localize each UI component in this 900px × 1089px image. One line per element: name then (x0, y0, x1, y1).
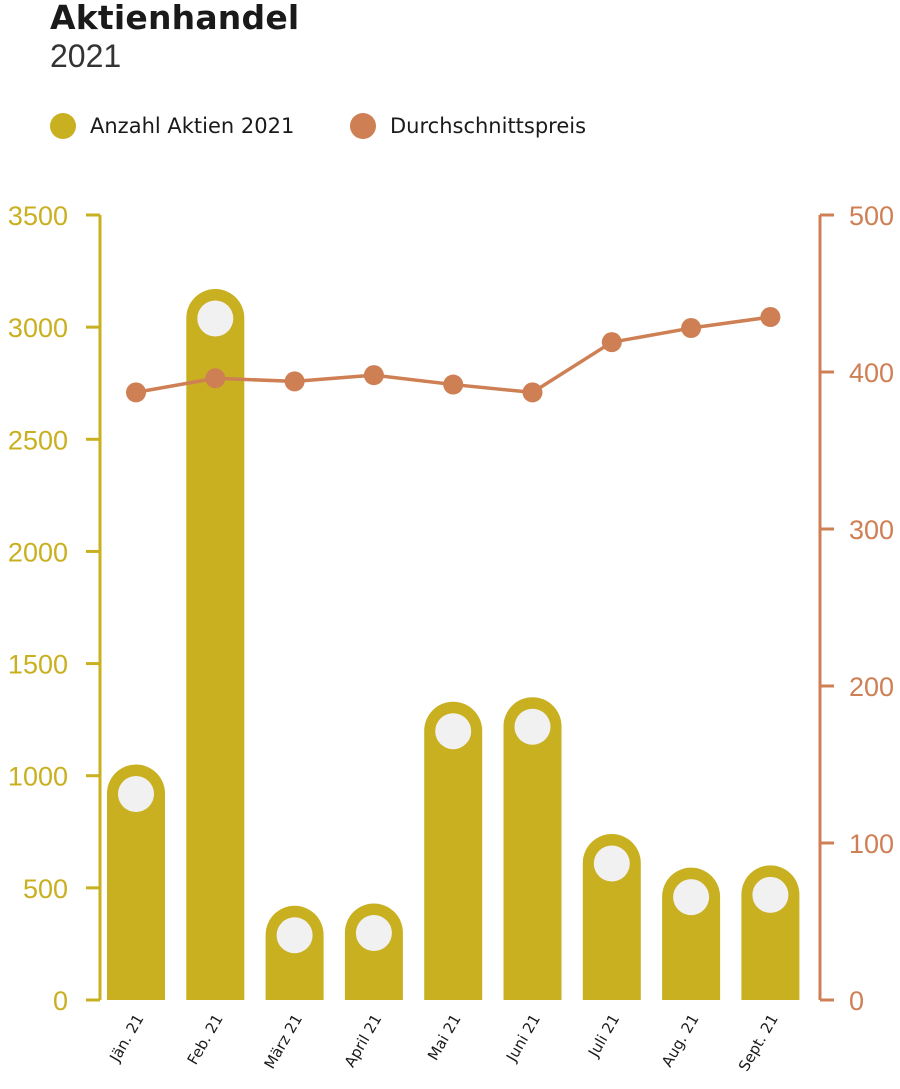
x-axis-tick-label: Sept. 21 (735, 1011, 782, 1074)
bar-marker (435, 713, 472, 750)
x-axis-tick-label: März 21 (260, 1011, 306, 1072)
price-point (443, 374, 464, 395)
bar-marker (593, 845, 630, 882)
y-axis-left-tick-label: 0 (53, 986, 68, 1016)
y-axis-left-tick-label: 3500 (8, 201, 68, 231)
x-axis-tick-label: Juni 21 (502, 1011, 544, 1065)
bar (582, 834, 641, 1000)
bar-marker (673, 879, 710, 916)
price-point (522, 382, 543, 403)
y-axis-right-tick-label: 0 (849, 986, 864, 1016)
y-axis-right-tick-label: 300 (849, 515, 894, 545)
legend-label-bars: Anzahl Aktien 2021 (90, 114, 295, 138)
y-axis-left-tick-label: 1500 (8, 650, 68, 680)
x-axis-tick-label: April 21 (341, 1011, 386, 1070)
y-axis-left-tick-label: 2000 (8, 537, 68, 567)
bar-marker (752, 876, 789, 913)
price-point (601, 332, 622, 353)
legend-item-bars: Anzahl Aktien 2021 (50, 113, 294, 139)
x-axis-tick-label: Juli 21 (584, 1011, 623, 1061)
bar-marker (276, 917, 313, 954)
y-axis-right-tick-label: 200 (849, 672, 894, 702)
price-point (126, 382, 146, 403)
bar (503, 697, 562, 1000)
bar (107, 764, 165, 1000)
bar (424, 701, 483, 1000)
x-axis-tick-label: Mai 21 (424, 1011, 465, 1063)
price-point (681, 318, 702, 339)
x-axis-tick-label: Jän. 21 (106, 1011, 148, 1066)
y-axis-left-tick-label: 500 (23, 874, 68, 904)
bar-marker (118, 776, 154, 812)
x-axis-tick-label: Aug. 21 (658, 1011, 703, 1070)
bar-marker (355, 915, 392, 952)
y-axis-left-tick-label: 2500 (8, 425, 68, 455)
price-point (363, 365, 384, 386)
legend-swatch-bars (50, 113, 76, 139)
legend-swatch-line (350, 113, 376, 139)
x-axis-tick-label: Feb. 21 (184, 1011, 227, 1068)
y-axis-left-tick-label: 3000 (8, 313, 68, 343)
bar-marker (514, 708, 551, 745)
y-axis-right-tick-label: 500 (849, 201, 894, 231)
bar (186, 289, 245, 1000)
y-axis-left-tick-label: 1000 (8, 762, 68, 792)
bar-marker (197, 300, 234, 337)
legend-item-line: Durchschnittspreis (350, 113, 586, 139)
chart-subtitle: 2021 (50, 38, 122, 74)
price-point (205, 368, 226, 389)
price-point (284, 371, 305, 392)
y-axis-right-tick-label: 400 (849, 358, 894, 388)
price-point (760, 307, 781, 328)
legend-label-line: Durchschnittspreis (390, 114, 587, 138)
chart-title: Aktienhandel (50, 0, 300, 37)
y-axis-right-tick-label: 100 (849, 829, 894, 859)
